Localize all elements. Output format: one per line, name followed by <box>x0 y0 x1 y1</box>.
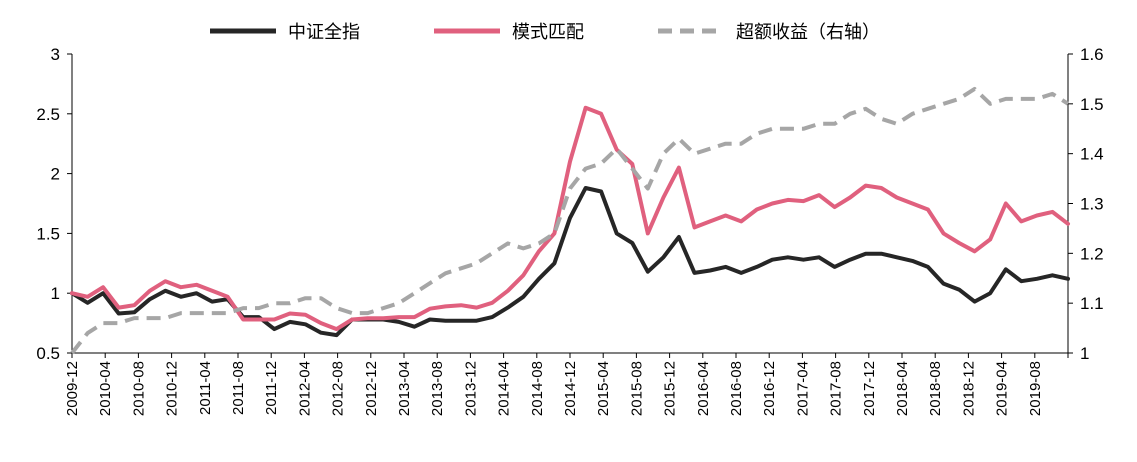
left-tick-label: 3 <box>51 45 60 64</box>
x-tick-label: 2015-04 <box>595 361 612 416</box>
x-tick-label: 2013-08 <box>429 361 446 416</box>
left-tick-label: 1 <box>51 284 60 303</box>
x-tick-label: 2011-04 <box>197 361 214 415</box>
x-tick-label: 2018-08 <box>927 361 944 416</box>
x-tick-label: 2011-12 <box>263 361 280 415</box>
x-tick-label: 2014-08 <box>529 361 546 416</box>
legend-label-1: 中证全指 <box>288 22 360 43</box>
x-tick-label: 2014-12 <box>562 361 579 416</box>
x-tick-label: 2017-12 <box>861 361 878 416</box>
x-tick-label: 2012-08 <box>330 361 347 416</box>
plot-area <box>70 86 1070 355</box>
x-tick-label: 2017-08 <box>828 361 845 416</box>
left-tick-label: 0.5 <box>36 344 60 363</box>
x-tick-label: 2018-12 <box>960 361 977 416</box>
legend-label-3: 超额收益（右轴） <box>736 22 880 43</box>
x-tick-label: 2016-12 <box>761 361 778 416</box>
x-tick-label: 2013-04 <box>396 361 413 416</box>
x-tick-label: 2018-04 <box>894 361 911 416</box>
right-tick-label: 1.6 <box>1080 45 1104 64</box>
x-tick-label: 2011-08 <box>230 361 247 415</box>
left-tick-label: 2 <box>51 165 60 184</box>
series-line-3 <box>70 86 1070 355</box>
x-tick-label: 2010-04 <box>97 361 114 416</box>
right-tick-label: 1.2 <box>1080 244 1104 263</box>
x-tick-label: 2016-08 <box>728 361 745 416</box>
legend-label-2: 模式匹配 <box>512 22 584 43</box>
right-tick-label: 1 <box>1080 344 1089 363</box>
x-tick-label: 2017-04 <box>794 361 811 416</box>
x-tick-label: 2012-04 <box>296 361 313 416</box>
x-tick-label: 2014-04 <box>496 361 513 416</box>
x-tick-label: 2019-08 <box>1027 361 1044 416</box>
series-line-2 <box>70 105 1070 332</box>
x-tick-label: 2019-04 <box>994 361 1011 416</box>
x-tick-label: 2013-12 <box>462 361 479 416</box>
right-tick-label: 1.3 <box>1080 195 1104 214</box>
x-tick-label: 2010-08 <box>130 361 147 416</box>
x-tick-label: 2009-12 <box>64 361 81 416</box>
left-tick-label: 2.5 <box>36 105 60 124</box>
left-tick-label: 1.5 <box>36 224 60 243</box>
right-tick-label: 1.4 <box>1080 145 1104 164</box>
x-tick-label: 2015-12 <box>662 361 679 416</box>
x-tick-label: 2010-12 <box>164 361 181 416</box>
axes: 0.5 1 1.5 2 2.5 3 1 1.1 1.2 1.3 1.4 1.5 1.6 2009-12 20… <box>36 45 1103 416</box>
x-tick-label: 2015-08 <box>628 361 645 416</box>
x-tick-label: 2016-04 <box>695 361 712 416</box>
x-tick-label: 2012-12 <box>363 361 380 416</box>
right-tick-label: 1.5 <box>1080 95 1104 114</box>
legend: 中证全指 模式匹配 超额收益（右轴） <box>210 22 880 43</box>
right-tick-label: 1.1 <box>1080 294 1104 313</box>
